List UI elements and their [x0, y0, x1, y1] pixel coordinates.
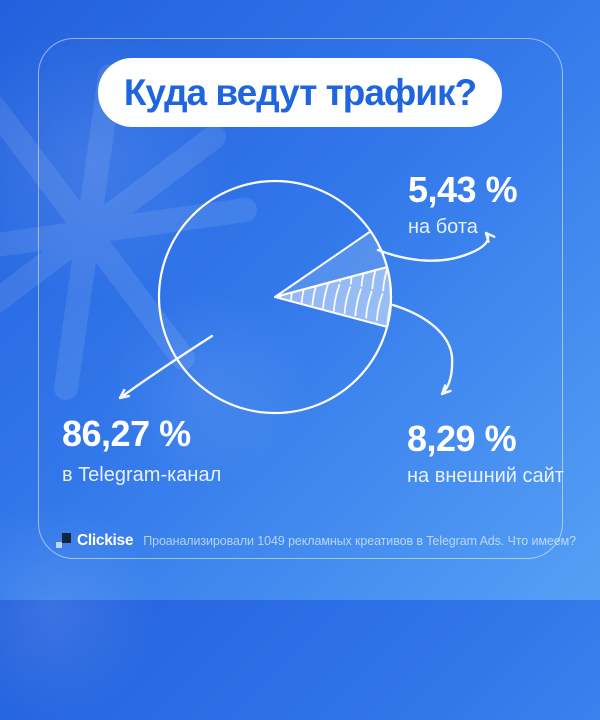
clickise-logo-icon [56, 532, 71, 549]
bot-caption: на бота [408, 216, 478, 238]
bot-percent-value: 5,43 % [408, 169, 518, 210]
callout-bot: 5,43 % на бота [408, 169, 518, 239]
pie-slice-hatch-texture [275, 267, 392, 327]
callout-external-site: 8,29 % на внешний сайт [407, 421, 564, 488]
callout-arrows [118, 231, 496, 400]
asterisk-decoration [0, 64, 257, 400]
title-card: Куда ведут трафик? [98, 58, 502, 127]
pie-chart-scene [0, 64, 496, 400]
arrow-to-bot-label [376, 231, 496, 262]
site-caption: на внешний сайт [407, 465, 564, 487]
footer: Clickise Проанализировали 1049 рекламных… [56, 530, 576, 551]
brand-name: Clickise [77, 531, 134, 549]
callout-telegram-channel: 86,27 % в Telegram-канал [62, 416, 221, 487]
arrow-to-channel-label [118, 334, 214, 400]
page-title: Куда ведут трафик? [123, 71, 477, 113]
arrow-to-site-label [391, 303, 454, 396]
channel-caption: в Telegram-канал [62, 464, 222, 486]
site-percent-value: 8,29 % [407, 418, 517, 459]
footer-note: Проанализировали 1049 рекламных креативо… [143, 533, 576, 548]
logo-dark-square [62, 533, 71, 543]
channel-percent-value: 86,27 % [62, 413, 191, 454]
rounded-border-frame [38, 38, 563, 559]
logo-light-square [56, 542, 62, 548]
